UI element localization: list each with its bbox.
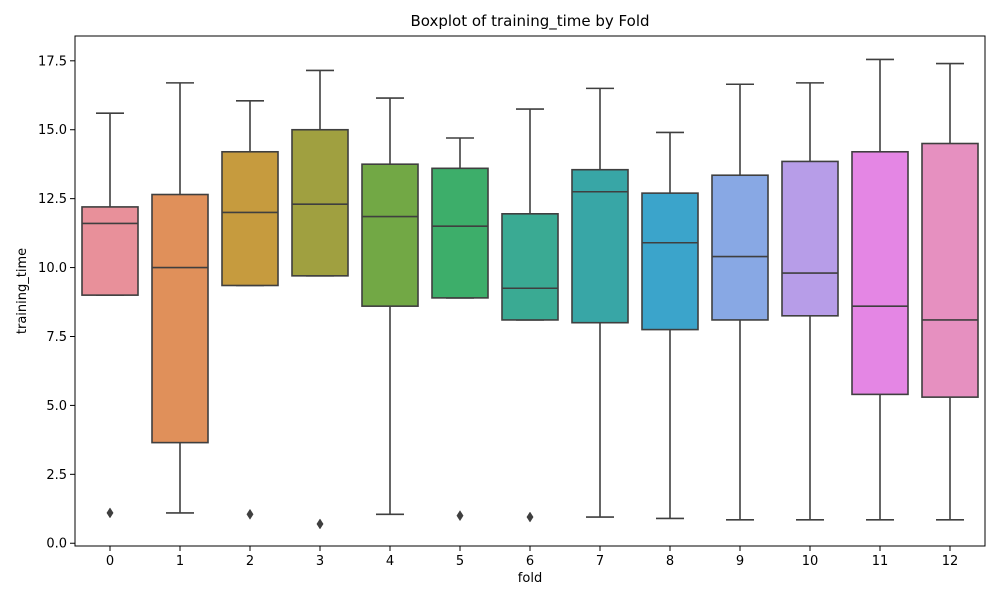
y-tick-label: 2.5 bbox=[46, 468, 67, 483]
x-tick-label: 4 bbox=[386, 554, 394, 569]
x-axis-label: fold bbox=[518, 571, 542, 586]
box-iqr bbox=[711, 174, 769, 321]
box-fold-8 bbox=[641, 131, 699, 520]
x-tick-label: 11 bbox=[872, 554, 889, 569]
outlier-point bbox=[316, 518, 324, 530]
box-fold-3 bbox=[291, 69, 349, 530]
y-tick-label: 5.0 bbox=[46, 399, 67, 414]
box-iqr bbox=[501, 213, 559, 321]
box-iqr bbox=[221, 150, 279, 287]
box-iqr bbox=[921, 142, 979, 398]
y-tick-label: 17.5 bbox=[38, 54, 67, 69]
y-axis-label: training_time bbox=[15, 248, 30, 334]
x-tick-label: 12 bbox=[942, 554, 959, 569]
box-iqr bbox=[361, 163, 419, 307]
x-tick-label: 0 bbox=[106, 554, 114, 569]
box-fold-12 bbox=[921, 62, 979, 521]
box-fold-4 bbox=[361, 97, 419, 516]
plot-area bbox=[81, 58, 979, 530]
y-tick-label: 7.5 bbox=[46, 330, 67, 345]
x-tick-label: 7 bbox=[596, 554, 604, 569]
box-iqr bbox=[151, 193, 209, 444]
box-iqr bbox=[291, 128, 349, 277]
box-fold-6 bbox=[501, 108, 559, 523]
outlier-point bbox=[246, 508, 254, 520]
outlier-point bbox=[106, 507, 114, 519]
x-axis: 0 1 2 3 4 5 6 7 8 9 10 11 12 bbox=[106, 546, 958, 569]
box-fold-1 bbox=[151, 82, 209, 514]
x-tick-label: 9 bbox=[736, 554, 744, 569]
x-tick-label: 3 bbox=[316, 554, 324, 569]
box-iqr bbox=[851, 150, 909, 396]
chart-title: Boxplot of training_time by Fold bbox=[410, 12, 649, 31]
y-tick-label: 12.5 bbox=[38, 192, 67, 207]
box-iqr bbox=[81, 206, 139, 296]
x-tick-label: 5 bbox=[456, 554, 464, 569]
box-fold-0 bbox=[81, 112, 139, 519]
x-tick-label: 8 bbox=[666, 554, 674, 569]
box-fold-7 bbox=[571, 87, 629, 518]
y-axis: 0.0 2.5 5.0 7.5 10.0 12.5 15.0 17.5 bbox=[38, 54, 75, 552]
box-iqr bbox=[571, 168, 629, 324]
y-tick-label: 15.0 bbox=[38, 123, 67, 138]
box-iqr bbox=[431, 167, 489, 299]
box-fold-10 bbox=[781, 82, 839, 521]
box-fold-11 bbox=[851, 58, 909, 521]
x-tick-label: 6 bbox=[526, 554, 534, 569]
y-tick-label: 10.0 bbox=[38, 261, 67, 276]
box-fold-5 bbox=[431, 137, 489, 522]
y-tick-label: 0.0 bbox=[46, 537, 67, 552]
box-fold-9 bbox=[711, 83, 769, 521]
x-tick-label: 10 bbox=[802, 554, 819, 569]
x-tick-label: 2 bbox=[246, 554, 254, 569]
outlier-point bbox=[526, 511, 534, 523]
outlier-point bbox=[456, 510, 464, 522]
box-iqr bbox=[641, 192, 699, 331]
box-fold-2 bbox=[221, 99, 279, 520]
x-tick-label: 1 bbox=[176, 554, 184, 569]
box-iqr bbox=[781, 160, 839, 317]
